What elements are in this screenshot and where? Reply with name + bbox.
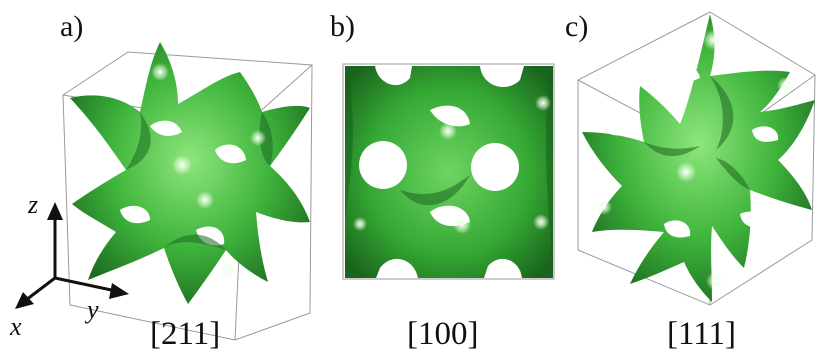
panel-a-direction: [211] (150, 316, 221, 352)
panel-c-label: c) (565, 10, 589, 43)
panel-b-cell-edges (342, 63, 555, 280)
axis-triad (15, 202, 129, 309)
panel-b-label: b) (330, 10, 355, 43)
panel-a-gyroid (62, 42, 313, 341)
panel-b-direction: [100] (407, 316, 479, 352)
y-axis-arrow (54, 276, 117, 293)
panel-a-label: a) (60, 10, 84, 43)
x-axis-arrow (25, 276, 56, 302)
panel-b-surface (345, 66, 553, 278)
panel-a-surface (70, 42, 310, 304)
x-axis-label: x (10, 312, 22, 341)
y-axis-label: y (87, 295, 99, 324)
panel-c-direction: [111] (667, 316, 737, 352)
panel-c-gyroid (577, 11, 816, 306)
panel-c-surface (582, 14, 815, 302)
z-axis-label: z (28, 190, 39, 219)
panel-b-gyroid (342, 63, 555, 280)
